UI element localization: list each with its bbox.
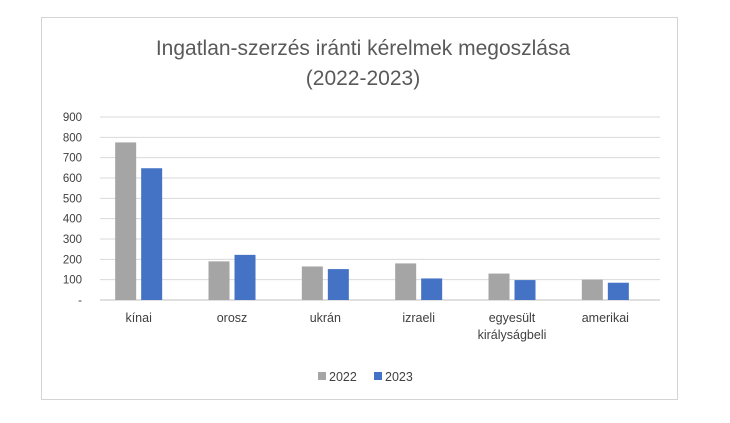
y-tick-label: 100 — [63, 275, 82, 287]
bar-2022-4 — [488, 273, 510, 300]
legend-label-2023: 2023 — [385, 370, 413, 384]
category-label: orosz — [217, 311, 248, 325]
y-tick-label: 400 — [63, 214, 82, 226]
y-tick-label: 200 — [63, 254, 82, 266]
category-label: izraeli — [402, 311, 435, 325]
category-label: amerikai — [582, 311, 629, 325]
bar-2023-2 — [327, 269, 349, 300]
y-tick-label: 800 — [63, 132, 82, 144]
category-label: kínai — [125, 311, 151, 325]
bar-2023-4 — [514, 280, 536, 300]
y-tick-label: 900 — [63, 112, 82, 124]
bar-2022-5 — [581, 279, 603, 300]
category-label: királyságbeli — [478, 328, 547, 342]
bar-2023-1 — [234, 254, 256, 300]
legend-label-2022: 2022 — [329, 370, 357, 384]
legend-swatch-2022 — [318, 372, 326, 380]
bar-2022-0 — [115, 142, 137, 300]
y-tick-label: 700 — [63, 153, 82, 165]
bar-2023-5 — [607, 282, 629, 300]
bar-2022-3 — [395, 263, 417, 300]
chart-title-line-2: (2022-2023) — [306, 67, 420, 90]
bar-2022-2 — [301, 266, 323, 300]
y-tick-label: - — [78, 295, 82, 307]
bar-2022-1 — [208, 261, 230, 300]
bar-2023-0 — [141, 168, 163, 300]
y-tick-label: 600 — [63, 173, 82, 185]
bar-2023-3 — [421, 278, 443, 300]
category-label: egyesült — [489, 311, 536, 325]
legend-swatch-2023 — [374, 372, 382, 380]
category-label: ukrán — [310, 311, 341, 325]
y-tick-label: 500 — [63, 193, 82, 205]
y-tick-label: 300 — [63, 234, 82, 246]
chart-title-line-1: Ingatlan-szerzés iránti kérelmek megoszl… — [156, 37, 571, 60]
